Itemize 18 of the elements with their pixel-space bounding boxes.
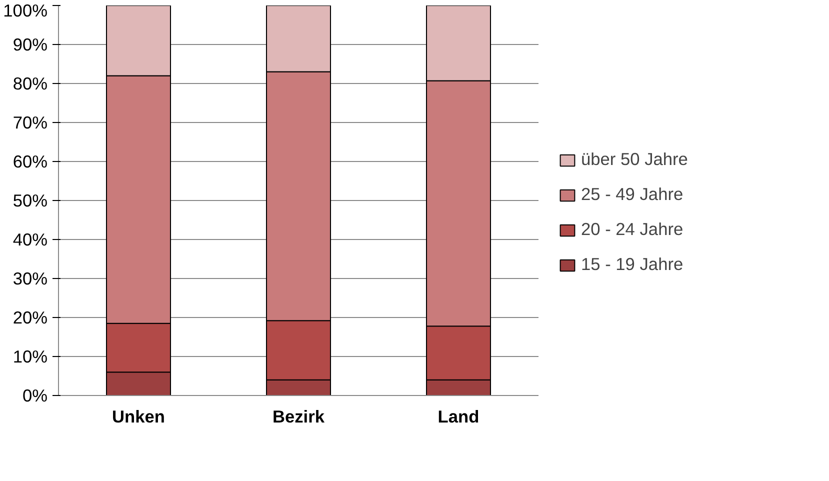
y-tick-label: 30% — [12, 268, 48, 288]
x-tick-label: Unken — [112, 406, 165, 426]
y-tick-label: 90% — [12, 34, 48, 54]
legend-label: 25 - 49 Jahre — [581, 184, 684, 205]
y-tick-label: 40% — [12, 230, 48, 250]
x-tick-label: Land — [438, 406, 480, 426]
legend-label: 15 - 19 Jahre — [581, 254, 684, 275]
x-tick-label: Bezirk — [272, 406, 325, 426]
legend-label: 20 - 24 Jahre — [581, 219, 684, 240]
y-tick-label: 0% — [22, 386, 48, 406]
y-tick-label: 100% — [3, 0, 48, 20]
y-tick-label: 10% — [12, 346, 48, 366]
y-tick-label: 70% — [12, 112, 48, 132]
y-tick-label: 20% — [12, 308, 48, 328]
y-tick-label: 60% — [12, 152, 48, 172]
y-tick-label: 80% — [12, 74, 48, 94]
y-tick-label: 50% — [12, 190, 48, 210]
legend-label: über 50 Jahre — [581, 149, 688, 170]
